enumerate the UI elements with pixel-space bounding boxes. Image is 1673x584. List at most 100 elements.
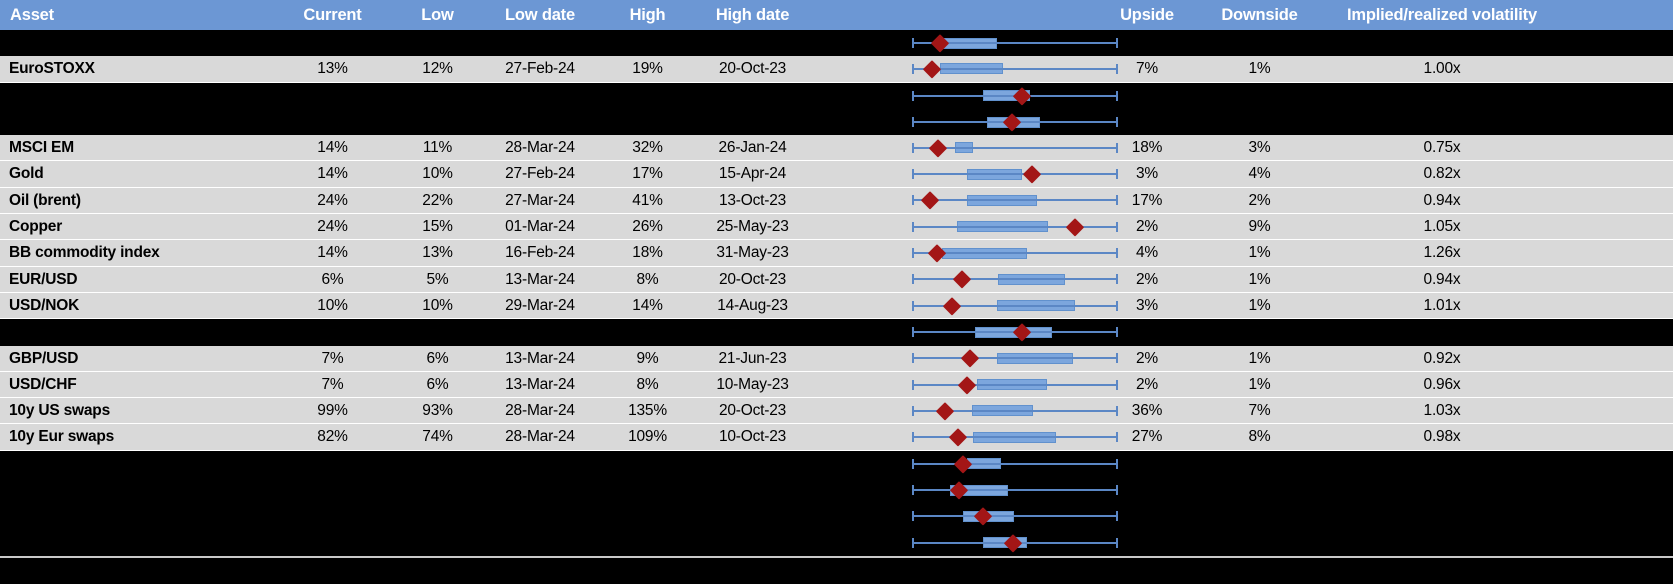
whisker-tick-right <box>1116 221 1118 232</box>
whisker-line <box>912 383 1118 386</box>
boxplot-track <box>912 214 1118 239</box>
cell-low: 12% <box>422 60 453 78</box>
cell-low_date: 28-Mar-24 <box>505 428 575 446</box>
boxplot-track <box>912 240 1118 265</box>
cell-low_date: 28-Mar-24 <box>505 139 575 157</box>
cell-current: 82% <box>317 428 348 446</box>
cell-high: 41% <box>632 191 663 209</box>
cell-high_date: 14-Aug-23 <box>717 296 788 314</box>
whisker-tick-left <box>912 142 914 153</box>
cell-high_date: 26-Jan-24 <box>718 139 787 157</box>
whisker-tick-right <box>1116 537 1118 548</box>
cell-downside: 3% <box>1248 139 1271 157</box>
cell-downside: 8% <box>1248 428 1271 446</box>
cell-vol: 1.26x <box>1423 244 1461 262</box>
whisker-line <box>912 409 1118 412</box>
boxplot-track <box>912 372 1118 397</box>
whisker-tick-left <box>912 485 914 496</box>
whisker-tick-right <box>1116 169 1118 180</box>
cell-upside: 2% <box>1135 375 1158 393</box>
cell-asset: USD/CHF <box>9 375 77 393</box>
table-row-usd-chf: USD/CHF 7% 6% 13-Mar-24 8% 10-May-23 2% 1% 0.96x <box>0 371 1673 399</box>
current-diamond-marker <box>953 270 971 289</box>
table-row-eur-usd: EUR/USD 6% 5% 13-Mar-24 8% 20-Oct-23 2% 1% 0.94x <box>0 266 1673 293</box>
header-upside: Upside <box>1120 6 1174 24</box>
cell-current: 13% <box>317 60 348 78</box>
whisker-line <box>912 304 1118 307</box>
table-row-copper: Copper 24% 15% 01-Mar-24 26% 25-May-23 2% 9% 1.0… <box>0 214 1673 241</box>
cell-low_date: 16-Feb-24 <box>505 244 575 262</box>
cell-high: 19% <box>632 60 663 78</box>
whisker-tick-left <box>912 117 914 128</box>
cell-high_date: 15-Apr-24 <box>718 165 787 183</box>
cell-upside: 36% <box>1131 402 1163 420</box>
whisker-tick-right <box>1116 274 1118 285</box>
cell-asset: EuroSTOXX <box>9 60 95 78</box>
table-row-10y-us-swaps: 10y US swaps 99% 93% 28-Mar-24 135% 20-Oct-23… <box>0 398 1673 425</box>
cell-low_date: 29-Mar-24 <box>505 296 575 314</box>
whisker-tick-right <box>1116 353 1118 364</box>
cell-asset: 10y Eur swaps <box>9 428 115 446</box>
whisker-tick-left <box>912 300 914 311</box>
cell-low: 22% <box>422 191 453 209</box>
cell-high: 17% <box>632 165 663 183</box>
header-chart-column <box>810 0 1097 30</box>
whisker-tick-left <box>912 195 914 206</box>
hidden-row <box>0 319 1673 346</box>
boxplot-track <box>912 161 1118 186</box>
whisker-tick-left <box>912 379 914 390</box>
hidden-row <box>0 30 1673 57</box>
boxplot-track <box>912 56 1118 81</box>
cell-low: 6% <box>426 349 449 367</box>
whisker-tick-left <box>912 458 914 469</box>
boxplot-track <box>912 530 1118 556</box>
cell-low_date: 13-Mar-24 <box>505 270 575 288</box>
cell-high_date: 10-Oct-23 <box>718 428 787 446</box>
cell-upside: 3% <box>1135 296 1158 314</box>
boxplot-track <box>912 30 1118 56</box>
table-row-bb-commodity-index: BB commodity index 14% 13% 16-Feb-24 18% 31-M… <box>0 240 1673 267</box>
table-row-gold: Gold 14% 10% 27-Feb-24 17% 15-Apr-24 3% 4% 0.82x <box>0 161 1673 188</box>
whisker-tick-left <box>912 169 914 180</box>
cell-high: 8% <box>636 270 659 288</box>
cell-current: 10% <box>317 296 348 314</box>
header-downside: Downside <box>1221 6 1298 24</box>
whisker-tick-left <box>912 353 914 364</box>
cell-downside: 9% <box>1248 218 1271 236</box>
whisker-tick-left <box>912 248 914 259</box>
cell-asset: 10y US swaps <box>9 402 110 420</box>
cell-current: 99% <box>317 402 348 420</box>
current-diamond-marker <box>1023 165 1041 183</box>
whisker-tick-right <box>1116 379 1118 390</box>
whisker-tick-right <box>1116 248 1118 259</box>
header-low: Low <box>421 6 454 24</box>
whisker-tick-right <box>1116 405 1118 416</box>
cell-upside: 17% <box>1131 191 1163 209</box>
cell-low_date: 13-Mar-24 <box>505 375 575 393</box>
cell-low: 11% <box>422 139 453 157</box>
table-row-gbp-usd: GBP/USD 7% 6% 13-Mar-24 9% 21-Jun-23 2% 1% 0.92x <box>0 345 1673 372</box>
cell-upside: 4% <box>1135 244 1158 262</box>
cell-vol: 0.94x <box>1423 270 1461 288</box>
boxplot-track <box>912 477 1118 503</box>
current-diamond-marker <box>961 349 979 368</box>
current-diamond-marker <box>936 401 954 420</box>
whisker-line <box>912 278 1118 281</box>
cell-upside: 2% <box>1135 349 1158 367</box>
whisker-line <box>912 357 1118 360</box>
cell-high: 109% <box>628 428 667 446</box>
cell-low: 6% <box>426 375 449 393</box>
boxplot-track <box>912 109 1118 135</box>
current-diamond-marker <box>943 296 961 315</box>
boxplot-track <box>912 293 1118 318</box>
cell-low_date: 27-Feb-24 <box>505 60 575 78</box>
whisker-tick-right <box>1116 458 1118 469</box>
hidden-row <box>0 529 1673 556</box>
cell-asset: Oil (brent) <box>9 191 81 209</box>
whisker-tick-left <box>912 405 914 416</box>
whisker-tick-right <box>1116 327 1118 338</box>
table-row-10y-eur-swaps: 10y Eur swaps 82% 74% 28-Mar-24 109% 10-Oct-2… <box>0 424 1673 451</box>
cell-current: 14% <box>317 139 348 157</box>
cell-downside: 1% <box>1248 296 1271 314</box>
cell-current: 24% <box>317 218 348 236</box>
